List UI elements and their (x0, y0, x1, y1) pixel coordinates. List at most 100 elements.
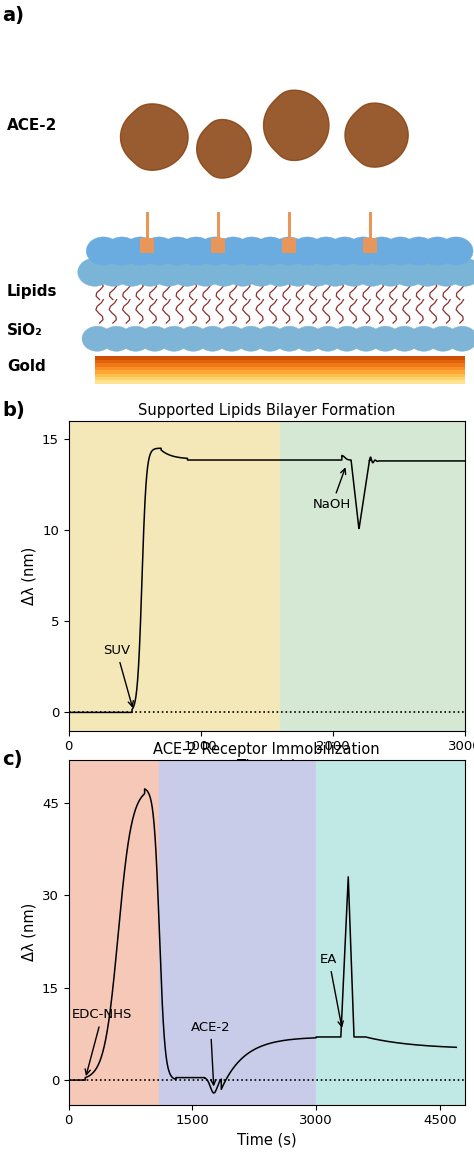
Circle shape (236, 326, 266, 351)
Circle shape (120, 326, 151, 351)
Circle shape (86, 237, 120, 265)
Circle shape (355, 258, 389, 286)
Title: ACE-2 Receptor Immobilization: ACE-2 Receptor Immobilization (153, 742, 380, 758)
Circle shape (409, 326, 439, 351)
Bar (282, 237, 296, 253)
Circle shape (346, 237, 380, 265)
Circle shape (420, 237, 455, 265)
Circle shape (170, 258, 204, 286)
Circle shape (96, 258, 130, 286)
Bar (95, 357, 465, 360)
Circle shape (429, 258, 463, 286)
Circle shape (178, 326, 209, 351)
Circle shape (291, 237, 325, 265)
Text: Gold: Gold (7, 359, 46, 374)
Circle shape (328, 237, 362, 265)
Circle shape (253, 237, 287, 265)
Circle shape (101, 326, 132, 351)
Text: EA: EA (320, 953, 343, 1026)
Circle shape (82, 326, 112, 351)
Circle shape (78, 258, 112, 286)
Bar (211, 237, 225, 253)
Circle shape (312, 326, 343, 351)
Circle shape (207, 258, 241, 286)
Circle shape (374, 258, 408, 286)
Circle shape (189, 258, 223, 286)
Circle shape (263, 258, 297, 286)
Text: EDC-NHS: EDC-NHS (72, 1009, 132, 1074)
Circle shape (402, 237, 436, 265)
Bar (363, 237, 377, 253)
Circle shape (370, 326, 401, 351)
Circle shape (318, 258, 352, 286)
Circle shape (293, 326, 324, 351)
Circle shape (410, 258, 445, 286)
Text: ACE-2: ACE-2 (7, 118, 57, 133)
Circle shape (428, 326, 458, 351)
Circle shape (133, 258, 167, 286)
Circle shape (161, 237, 195, 265)
Bar (95, 376, 465, 380)
Circle shape (392, 258, 426, 286)
Circle shape (115, 258, 149, 286)
Circle shape (226, 258, 260, 286)
Bar (140, 237, 154, 253)
Bar (95, 360, 465, 364)
Y-axis label: Δλ (nm): Δλ (nm) (21, 547, 36, 604)
Circle shape (217, 326, 247, 351)
Title: Supported Lipids Bilayer Formation: Supported Lipids Bilayer Formation (138, 403, 395, 419)
Polygon shape (345, 103, 408, 167)
Text: NaOH: NaOH (313, 469, 351, 511)
Text: b): b) (2, 401, 25, 420)
Circle shape (281, 258, 315, 286)
Polygon shape (197, 119, 251, 178)
Bar (280, 421, 465, 731)
Text: SUV: SUV (103, 644, 133, 706)
Circle shape (197, 326, 228, 351)
Circle shape (332, 326, 362, 351)
Text: a): a) (2, 6, 24, 25)
Circle shape (179, 237, 213, 265)
Circle shape (274, 326, 304, 351)
Circle shape (198, 237, 232, 265)
Bar (95, 380, 465, 383)
Circle shape (235, 237, 269, 265)
Bar (95, 374, 465, 376)
Circle shape (365, 237, 399, 265)
Bar (316, 760, 465, 1105)
Bar (95, 364, 465, 367)
Circle shape (216, 237, 250, 265)
Circle shape (244, 258, 278, 286)
Text: Lipids: Lipids (7, 284, 58, 299)
Circle shape (300, 258, 334, 286)
Text: c): c) (2, 750, 23, 769)
Polygon shape (120, 104, 188, 171)
Circle shape (123, 237, 157, 265)
Bar (159, 760, 316, 1105)
Circle shape (337, 258, 371, 286)
Bar (69, 760, 159, 1105)
Circle shape (439, 237, 473, 265)
Text: SiO₂: SiO₂ (7, 324, 43, 338)
Circle shape (159, 326, 189, 351)
Circle shape (255, 326, 285, 351)
X-axis label: Time (s): Time (s) (237, 1133, 296, 1148)
Circle shape (447, 258, 474, 286)
Circle shape (309, 237, 343, 265)
Circle shape (142, 237, 176, 265)
Polygon shape (264, 90, 329, 160)
Circle shape (105, 237, 139, 265)
Circle shape (152, 258, 186, 286)
Circle shape (351, 326, 381, 351)
X-axis label: Time (s): Time (s) (237, 759, 296, 774)
Bar (95, 371, 465, 374)
Bar (95, 367, 465, 371)
Bar (69, 421, 280, 731)
Circle shape (272, 237, 306, 265)
Circle shape (140, 326, 170, 351)
Y-axis label: Δλ (nm): Δλ (nm) (21, 904, 36, 961)
Text: ACE-2: ACE-2 (191, 1021, 230, 1085)
Circle shape (389, 326, 419, 351)
Circle shape (383, 237, 418, 265)
Circle shape (447, 326, 474, 351)
